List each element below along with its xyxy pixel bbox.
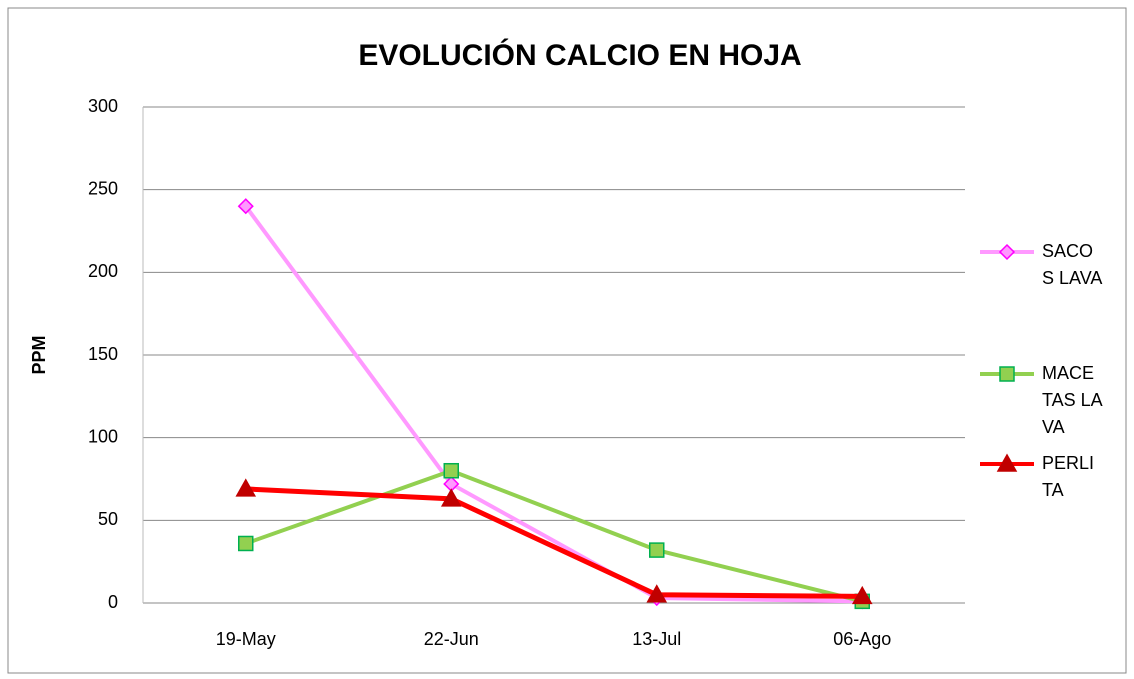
page: EVOLUCIÓN CALCIO EN HOJA PPM 0 50 100 150 20…	[0, 0, 1134, 679]
data-point	[444, 464, 458, 478]
x-tick-label: 22-Jun	[424, 629, 479, 649]
data-point	[650, 543, 664, 557]
x-tick-label: 19-May	[216, 629, 276, 649]
legend-marker	[1000, 367, 1014, 381]
data-point	[239, 536, 253, 550]
y-tick-label: 50	[98, 509, 118, 529]
y-tick-label: 300	[88, 96, 118, 116]
y-tick-label: 150	[88, 344, 118, 364]
x-tick-label: 06-Ago	[833, 629, 891, 649]
legend-label: SACOS LAVA	[1042, 238, 1104, 292]
chart: EVOLUCIÓN CALCIO EN HOJA PPM 0 50 100 150 20…	[0, 0, 1134, 679]
y-tick-label: 0	[108, 592, 118, 612]
y-tick-label: 200	[88, 261, 118, 281]
legend-label: PERLITA	[1042, 450, 1104, 504]
chart-border	[8, 8, 1126, 673]
chart-title: EVOLUCIÓN CALCIO EN HOJA	[358, 38, 801, 72]
y-tick-label: 100	[88, 426, 118, 446]
y-axis-label: PPM	[29, 335, 49, 374]
legend-label: MACETAS LAVA	[1042, 360, 1104, 441]
y-tick-label: 250	[88, 178, 118, 198]
x-tick-label: 13-Jul	[632, 629, 681, 649]
